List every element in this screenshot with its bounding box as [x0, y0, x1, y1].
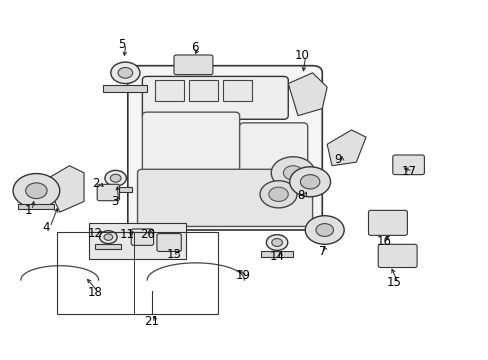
Circle shape [283, 166, 302, 180]
FancyBboxPatch shape [137, 169, 312, 226]
Bar [188, 80, 217, 102]
Bar [19, 204, 54, 209]
Text: 18: 18 [87, 286, 102, 299]
Polygon shape [287, 73, 326, 116]
Text: 4: 4 [42, 221, 50, 234]
Text: 6: 6 [191, 41, 198, 54]
Text: 17: 17 [401, 165, 415, 177]
Text: 1: 1 [24, 204, 32, 217]
FancyBboxPatch shape [377, 244, 416, 267]
Text: 8: 8 [297, 189, 305, 202]
FancyBboxPatch shape [142, 112, 239, 184]
Text: 20: 20 [140, 228, 154, 241]
Circle shape [315, 224, 333, 237]
Polygon shape [45, 166, 84, 212]
Circle shape [110, 174, 121, 182]
Circle shape [118, 67, 132, 78]
FancyBboxPatch shape [157, 234, 181, 251]
FancyBboxPatch shape [127, 66, 322, 230]
FancyBboxPatch shape [97, 184, 119, 201]
FancyBboxPatch shape [174, 55, 212, 75]
Bar [95, 244, 121, 249]
Bar [261, 251, 292, 257]
Text: 16: 16 [376, 235, 391, 248]
Circle shape [268, 187, 287, 202]
Text: 19: 19 [236, 269, 250, 282]
Circle shape [300, 175, 319, 189]
Circle shape [260, 181, 296, 208]
Polygon shape [326, 130, 366, 166]
Text: 2: 2 [92, 177, 100, 190]
Circle shape [111, 62, 140, 84]
Bar [89, 223, 186, 258]
Bar [57, 232, 217, 314]
FancyBboxPatch shape [392, 155, 424, 175]
Text: 15: 15 [386, 276, 401, 289]
Bar [103, 85, 147, 92]
Text: 9: 9 [334, 153, 342, 166]
Circle shape [13, 174, 60, 208]
Circle shape [289, 167, 330, 197]
Circle shape [271, 157, 314, 189]
Circle shape [104, 234, 113, 240]
Circle shape [26, 183, 47, 199]
FancyBboxPatch shape [142, 76, 287, 119]
Bar [222, 80, 251, 102]
Circle shape [105, 170, 126, 186]
Circle shape [100, 231, 117, 244]
FancyBboxPatch shape [368, 210, 407, 235]
Circle shape [271, 239, 282, 247]
FancyBboxPatch shape [239, 123, 307, 202]
Text: 10: 10 [294, 49, 309, 62]
Circle shape [305, 216, 344, 244]
Text: 14: 14 [269, 250, 285, 263]
Text: 21: 21 [144, 315, 159, 328]
Text: 11: 11 [119, 228, 134, 241]
Text: 12: 12 [87, 227, 102, 240]
Text: 3: 3 [111, 195, 118, 208]
Bar [154, 80, 183, 102]
Text: 5: 5 [118, 38, 125, 51]
Bar [100, 187, 131, 192]
Text: 13: 13 [166, 248, 181, 261]
Circle shape [266, 235, 287, 250]
Text: 7: 7 [318, 245, 325, 258]
FancyBboxPatch shape [131, 229, 153, 246]
